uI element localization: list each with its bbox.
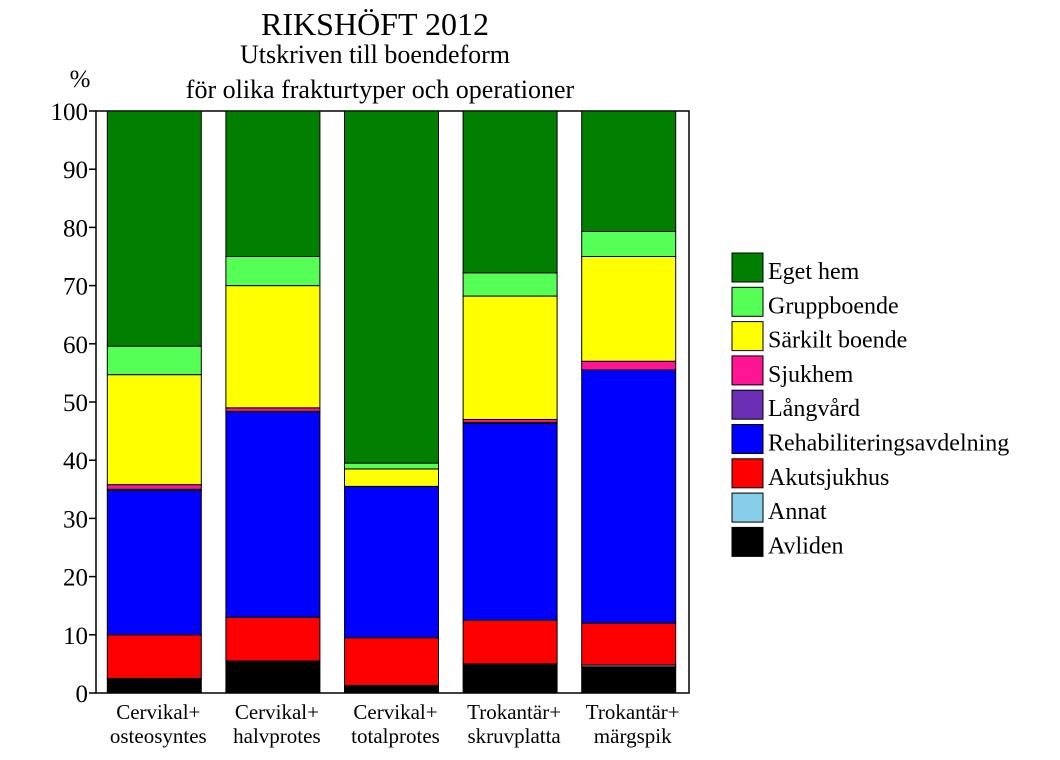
legend-label-annat: Annat (768, 499, 827, 525)
y-tick-label: 20 (63, 565, 88, 592)
category-label: osteosyntes (110, 724, 207, 748)
bar-segment-gruppboende (581, 230, 677, 257)
bar-segment-sarkilt-boende (106, 374, 202, 486)
category-label: märgspik (594, 724, 672, 748)
legend-label-eget-hem: Eget hem (768, 259, 860, 285)
y-tick-label: 60 (63, 332, 88, 359)
y-tick-label: 10 (63, 623, 88, 650)
legend-swatch-sarkilt-boende (731, 321, 764, 352)
bar-segment-gruppboende (225, 256, 321, 287)
bar-segment-akutsjukhus (225, 616, 321, 662)
bar-segment-sarkilt-boende (462, 295, 558, 420)
legend-swatch-annat (731, 492, 764, 523)
bar-segment-sjukhem (106, 484, 202, 490)
bar-segment-akutsjukhus (344, 637, 439, 686)
bar-segment-eget-hem (106, 110, 202, 347)
category-label: Cervikal+ (235, 700, 319, 724)
category-label: skruvplatta (467, 724, 561, 748)
y-tick-label: 80 (63, 215, 88, 242)
legend-label-gruppboende: Gruppboende (768, 293, 899, 319)
category-label: Trokantär+ (467, 700, 561, 724)
category-label: Trokantär+ (586, 700, 680, 724)
bar-segment-gruppboende (344, 462, 439, 470)
legend-label-avliden: Avliden (768, 533, 844, 559)
legend-label-sarkilt-boende: Särkilt boende (768, 328, 907, 354)
y-axis-label: % (70, 66, 91, 93)
category-label: Cervikal+ (116, 700, 200, 724)
bars (106, 110, 677, 694)
bar-segment-avliden (225, 660, 321, 694)
legend-label-sjukhem: Sjukhem (768, 362, 854, 388)
legend-swatch-eget-hem (731, 252, 764, 283)
bar-segment-avliden (344, 684, 439, 694)
bar-segment-rehabiliteringsavdelning (225, 411, 321, 618)
legend-swatch-rehabiliteringsavdelning (731, 424, 764, 454)
legend: Eget hem Gruppboende Särkilt boende Sjukhem… (731, 252, 1009, 559)
y-axis: 0 10 20 30 40 50 60 70 80 90 100 (51, 99, 96, 708)
y-tick-label: 30 (63, 506, 88, 533)
legend-swatch-sjukhem (731, 355, 764, 386)
chart-subtitle-line-1: Utskriven till boendeform (240, 40, 510, 69)
bar-segment-eget-hem (344, 110, 439, 464)
bar-segment-avliden (581, 666, 677, 694)
bar-segment-eget-hem (225, 110, 321, 257)
bar-segment-gruppboende (462, 272, 558, 297)
legend-swatch-gruppboende (731, 286, 764, 317)
bar-segment-gruppboende (106, 345, 202, 376)
bar-segment-akutsjukhus (106, 634, 202, 679)
bar-segment-eget-hem (462, 110, 558, 274)
legend-label-langvard: Långvård (768, 396, 860, 422)
bar-segment-sjukhem (225, 407, 321, 412)
bar-segment-sjukhem (581, 360, 677, 371)
bar-segment-avliden (106, 677, 202, 694)
y-tick-label: 50 (63, 390, 88, 417)
bar-segment-akutsjukhus (581, 622, 677, 666)
legend-label-akutsjukhus: Akutsjukhus (768, 465, 889, 491)
bar-segment-rehabiliteringsavdelning (344, 485, 439, 639)
category-labels: Cervikal+osteosyntesCervikal+halvprotesC… (110, 700, 680, 748)
y-tick-label: 0 (76, 681, 89, 708)
bar-segment-rehabiliteringsavdelning (106, 489, 202, 636)
chart-title: RIKSHÖFT 2012 (261, 6, 489, 42)
legend-label-rehabiliteringsavdelning: Rehabiliteringsavdelning (768, 431, 1009, 457)
category-label: Cervikal+ (353, 700, 437, 724)
bar-segment-rehabiliteringsavdelning (581, 369, 677, 624)
y-tick-label: 90 (63, 157, 88, 184)
bar-segment-rehabiliteringsavdelning (462, 423, 558, 621)
bar-segment-sarkilt-boende (581, 256, 677, 362)
chart-subtitle-line-2: för olika frakturtyper och operationer (186, 75, 575, 104)
bar-segment-sarkilt-boende (344, 468, 439, 487)
legend-swatch-langvard (731, 389, 764, 420)
legend-swatch-akutsjukhus (731, 458, 764, 489)
bar-segment-eget-hem (581, 110, 677, 232)
category-label: totalprotes (351, 724, 440, 748)
y-tick-label: 40 (63, 448, 88, 475)
bar-segment-avliden (462, 663, 558, 694)
legend-swatch-avliden (731, 526, 764, 557)
bar-segment-akutsjukhus (462, 619, 558, 665)
y-tick-label: 70 (63, 274, 88, 301)
category-label: halvprotes (233, 724, 320, 748)
bar-segment-sarkilt-boende (225, 285, 321, 409)
y-tick-label: 100 (51, 99, 89, 126)
